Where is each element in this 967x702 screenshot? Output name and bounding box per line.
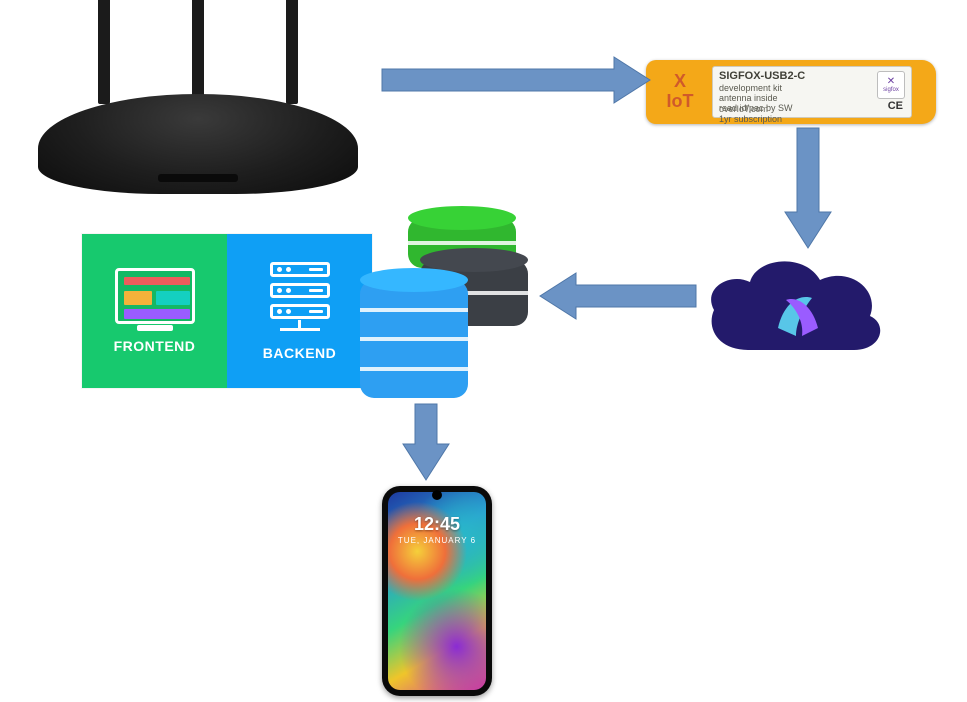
dongle-brand-top: X [674, 72, 686, 92]
monitor-icon [115, 268, 195, 324]
frontend-backend-node: FRONTEND BACKEND [82, 234, 372, 388]
dongle-label: SIGFOX-USB2-C development kit antenna in… [712, 66, 912, 118]
phone-date: TUE, JANUARY 6 [382, 536, 492, 545]
flow-arrow-icon [540, 273, 696, 319]
router-body [38, 94, 358, 194]
cloud-node [700, 250, 890, 370]
fe-bar [124, 309, 190, 319]
router-antenna [286, 0, 298, 104]
flow-arrow-icon [785, 128, 831, 248]
phone-notch-icon [432, 490, 442, 500]
database-node [360, 218, 520, 408]
server-rack-icon [270, 262, 330, 331]
router-node [38, 4, 358, 194]
backend-panel: BACKEND [227, 234, 372, 388]
dongle-line: 1yr subscription [719, 114, 905, 124]
fe-bar [156, 291, 190, 305]
backend-label: BACKEND [263, 345, 337, 361]
fe-bar [124, 277, 190, 285]
router-antenna [98, 0, 110, 104]
sigfox-dongle-node: X IoT SIGFOX-USB2-C development kit ante… [646, 60, 936, 124]
dongle-brand-bottom: IoT [667, 92, 694, 112]
flow-arrow-icon [382, 57, 650, 103]
ce-mark: CE [888, 100, 903, 113]
dongle-url: overIoT.com [719, 104, 768, 114]
phone-clock: 12:45 [382, 514, 492, 535]
flow-arrow-icon [403, 404, 449, 480]
cloud-icon [700, 250, 890, 370]
router-antenna [192, 0, 204, 104]
fe-bar [124, 291, 152, 305]
frontend-panel: FRONTEND [82, 234, 227, 388]
dongle-brand: X IoT [652, 66, 708, 118]
phone-node: 12:45 TUE, JANUARY 6 [382, 486, 492, 696]
router-slot [158, 174, 238, 182]
database-cylinder-icon [360, 280, 468, 398]
frontend-label: FRONTEND [114, 338, 196, 354]
sigfox-badge-icon: ✕ sigfox [877, 71, 905, 99]
